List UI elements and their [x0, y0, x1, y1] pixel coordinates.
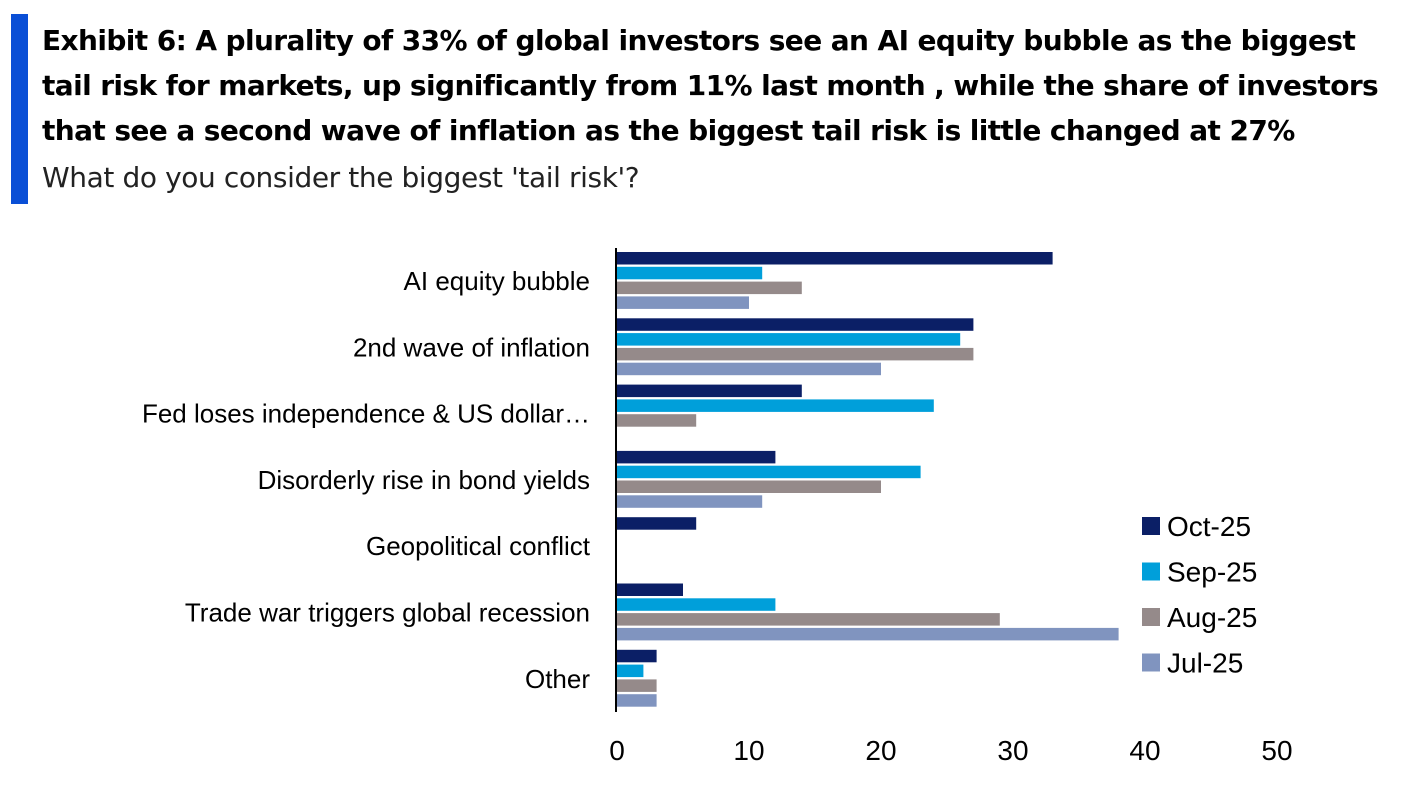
bar-sep-25-3	[617, 465, 921, 479]
legend-label-oct-25: Oct-25	[1167, 511, 1251, 542]
bar-sep-25-6	[617, 664, 644, 678]
bar-oct-25-2	[617, 384, 802, 398]
x-tick-10: 10	[733, 735, 764, 766]
category-label-5: Trade war triggers global recession	[185, 598, 590, 628]
bar-oct-25-6	[617, 649, 657, 663]
bar-sep-25-5	[617, 598, 776, 611]
legend-label-sep-25: Sep-25	[1167, 557, 1257, 588]
bar-oct-25-4	[617, 517, 697, 530]
bar-aug-25-6	[617, 679, 657, 692]
bar-oct-25-3	[617, 450, 776, 464]
x-tick-20: 20	[865, 735, 896, 766]
bar-oct-25-0	[617, 252, 1053, 265]
category-label-1: 2nd wave of inflation	[353, 332, 590, 362]
legend-swatch-sep-25	[1142, 562, 1160, 581]
x-tick-40: 40	[1129, 735, 1160, 766]
bar-oct-25-5	[617, 583, 683, 596]
x-tick-labels: 0 10 20 30 40 50	[609, 735, 1292, 766]
bar-jul-25-6	[617, 694, 657, 707]
exhibit-subtitle: What do you consider the biggest 'tail r…	[42, 161, 640, 194]
x-tick-30: 30	[997, 735, 1028, 766]
bar-aug-25-2	[617, 414, 697, 427]
legend-swatch-aug-25	[1142, 608, 1160, 626]
bar-sep-25-0	[617, 266, 763, 280]
category-label-4: Geopolitical conflict	[366, 531, 591, 561]
bar-jul-25-1	[617, 362, 881, 376]
legend: Oct-25 Sep-25 Aug-25 Jul-25	[1142, 511, 1257, 679]
bar-oct-25-1	[617, 318, 974, 331]
bar-aug-25-5	[617, 613, 1000, 626]
bar-sep-25-1	[617, 333, 961, 346]
legend-label-aug-25: Aug-25	[1167, 602, 1257, 633]
legend-swatch-jul-25	[1142, 653, 1160, 672]
category-labels: AI equity bubble 2nd wave of inflation Fed…	[142, 266, 591, 694]
bar-aug-25-0	[617, 281, 802, 295]
bar-aug-25-1	[617, 347, 974, 361]
chart-bars	[617, 252, 1119, 707]
exhibit-title: Exhibit 6: A plurality of 33% of global …	[42, 24, 1379, 147]
category-label-3: Disorderly rise in bond yields	[258, 465, 590, 495]
x-tick-0: 0	[609, 735, 625, 766]
legend-swatch-oct-25	[1142, 517, 1160, 535]
x-tick-50: 50	[1261, 735, 1292, 766]
category-label-0: AI equity bubble	[404, 266, 590, 296]
bar-aug-25-3	[617, 480, 881, 493]
bar-sep-25-2	[617, 399, 934, 412]
category-label-6: Other	[525, 664, 590, 694]
bar-jul-25-0	[617, 296, 749, 309]
legend-label-jul-25: Jul-25	[1167, 648, 1243, 679]
bar-jul-25-5	[617, 627, 1119, 641]
category-label-2: Fed loses independence & US dollar…	[142, 399, 590, 429]
bar-jul-25-3	[617, 495, 763, 508]
accent-bar	[11, 14, 28, 204]
